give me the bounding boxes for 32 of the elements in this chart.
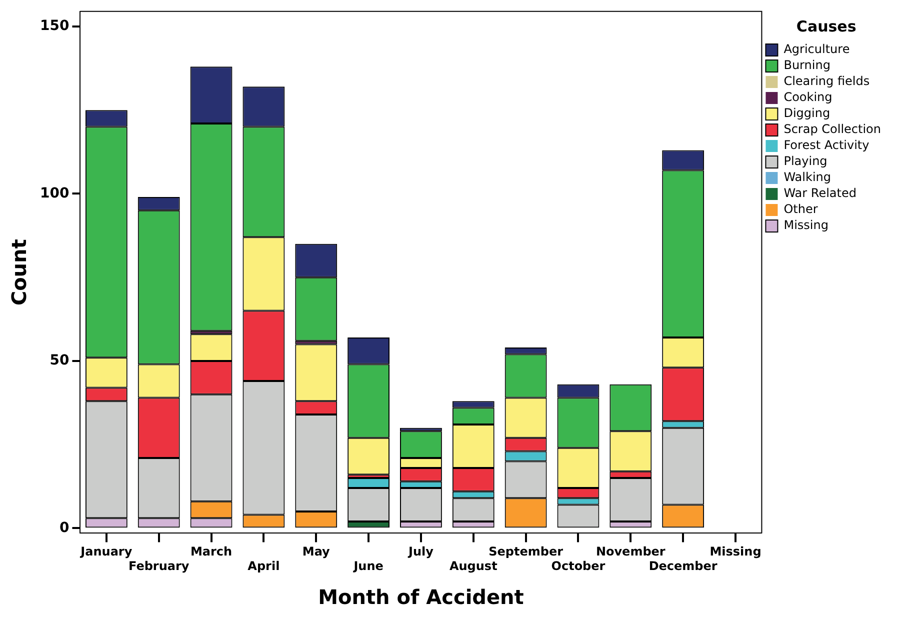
y-tick-label: 100 — [40, 185, 70, 202]
x-tick-label: February — [128, 558, 190, 573]
legend-label: Burning — [784, 58, 830, 72]
legend-label: Scrap Collection — [784, 122, 882, 136]
legend-label: Other — [784, 202, 818, 216]
x-axis-title: Month of Accident — [318, 585, 524, 610]
legend-title: Causes — [796, 17, 856, 36]
x-tick-label: March — [190, 544, 232, 559]
legend-label: War Related — [784, 186, 856, 200]
legend-label: Clearing fields — [784, 74, 870, 88]
x-tick-label: September — [488, 544, 564, 559]
x-tick-label: November — [596, 544, 666, 559]
y-tick-label: 150 — [40, 18, 70, 34]
legend-label: Walking — [784, 170, 832, 184]
y-tick-label: 0 — [59, 520, 70, 536]
legend-label: Playing — [784, 154, 828, 168]
x-tick-label: December — [648, 558, 718, 573]
y-tick-label: 50 — [50, 352, 70, 369]
legend-label: Digging — [784, 106, 830, 120]
legend-label: Forest Activity — [784, 138, 870, 152]
legend-label: Missing — [784, 218, 828, 232]
x-tick-label: Missing — [710, 544, 762, 559]
x-tick-label: May — [302, 544, 330, 559]
x-tick-label: October — [551, 558, 606, 573]
legend-label: Agriculture — [784, 42, 850, 56]
y-axis-title: Count — [7, 238, 32, 306]
x-tick-label: April — [248, 558, 280, 573]
x-tick-label: January — [80, 544, 132, 559]
x-tick-label: August — [449, 558, 498, 573]
legend-label: Cooking — [784, 90, 832, 104]
x-tick-label: June — [352, 558, 384, 573]
x-tick-label: July — [407, 544, 434, 559]
